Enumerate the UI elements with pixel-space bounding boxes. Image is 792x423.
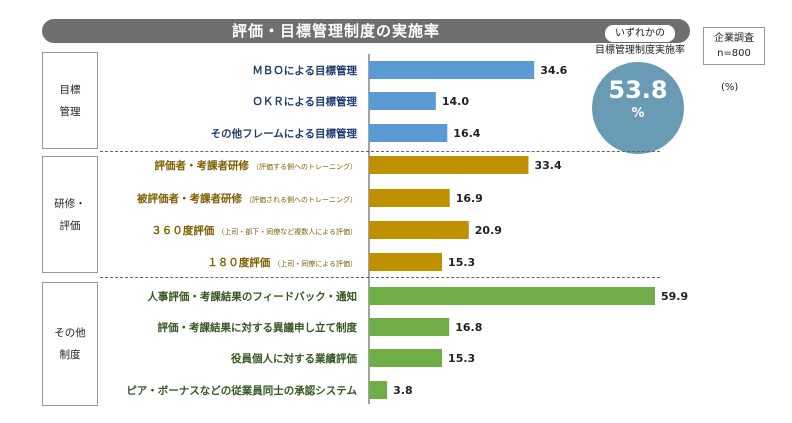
- group-label-other: その他 制度: [42, 282, 98, 406]
- highlight-value: 53.8: [608, 76, 668, 104]
- bar: [369, 92, 436, 110]
- category-label: 人事評価・考課結果のフィードバック・通知: [147, 290, 357, 303]
- category-label: その他フレームによる目標管理: [211, 127, 358, 140]
- group-label-goal: 目標 管理: [42, 52, 98, 149]
- group-separator: [100, 151, 660, 152]
- category-label: ３６０度評価 （上司・部下・同僚など複数人による評価）: [151, 224, 357, 237]
- bar: [369, 124, 448, 142]
- bar-value-label: 3.8: [393, 384, 413, 397]
- group-separator: [100, 277, 660, 278]
- highlight-label: いずれかの 目標管理制度実施率: [585, 25, 695, 59]
- chart-title-bar: 評価・目標管理制度の実施率: [42, 19, 690, 43]
- bar-value-label: 15.3: [448, 256, 475, 269]
- bar-value-label: 34.6: [540, 64, 567, 77]
- group-label-line1: 研修・: [54, 197, 86, 210]
- group-label-training: 研修・ 評価: [42, 156, 98, 273]
- bar: [369, 221, 469, 239]
- bar-value-label: 14.0: [442, 95, 469, 108]
- category-label: 評価者・考課者研修 （評価する側へのトレーニング）: [155, 159, 358, 172]
- bar-value-label: 20.9: [475, 224, 502, 237]
- survey-line1: 企業調査: [714, 33, 754, 44]
- group-label-line1: 目標: [59, 83, 81, 96]
- bar-value-label: 33.4: [534, 159, 561, 172]
- group-label-line2: 制度: [59, 349, 81, 361]
- survey-line2: n=800: [717, 48, 751, 59]
- survey-info-box: 企業調査 n=800: [703, 27, 765, 65]
- highlight-circle: 53.8 %: [592, 62, 684, 154]
- bar-value-label: 16.4: [453, 127, 480, 140]
- bar: [369, 318, 450, 336]
- chart-title: 評価・目標管理制度の実施率: [231, 22, 440, 40]
- bar: [369, 156, 529, 174]
- category-label: ピア・ボーナスなどの従業員同士の承認システム: [126, 384, 357, 397]
- bar-value-label: 59.9: [661, 290, 688, 303]
- category-label: ＭＢＯによる目標管理: [252, 64, 357, 77]
- unit-label: (%): [721, 82, 739, 93]
- category-label: 役員個人に対する業績評価: [230, 352, 357, 365]
- bar: [369, 381, 388, 399]
- highlight-label-line2: 目標管理制度実施率: [595, 45, 685, 56]
- category-label: ＯＫＲによる目標管理: [252, 95, 357, 108]
- bar: [369, 189, 450, 207]
- category-label: 被評価者・考課者研修 （評価される側へのトレーニング）: [137, 192, 357, 205]
- bar: [369, 253, 443, 271]
- group-label-line1: その他: [54, 327, 86, 339]
- bar: [369, 287, 655, 305]
- bar: [369, 349, 443, 367]
- bar-value-label: 16.8: [455, 321, 482, 334]
- highlight-label-line1: いずれかの: [605, 25, 675, 42]
- group-label-line2: 評価: [59, 219, 81, 232]
- bar: [369, 61, 535, 79]
- highlight-unit: %: [631, 106, 645, 121]
- bar-value-label: 15.3: [448, 352, 475, 365]
- bar-value-label: 16.9: [456, 192, 483, 205]
- group-label-line2: 管理: [59, 105, 81, 118]
- category-label: １８０度評価 （上司・同僚による評価）: [207, 256, 357, 269]
- category-label: 評価・考課結果に対する異議申し立て制度: [158, 321, 358, 334]
